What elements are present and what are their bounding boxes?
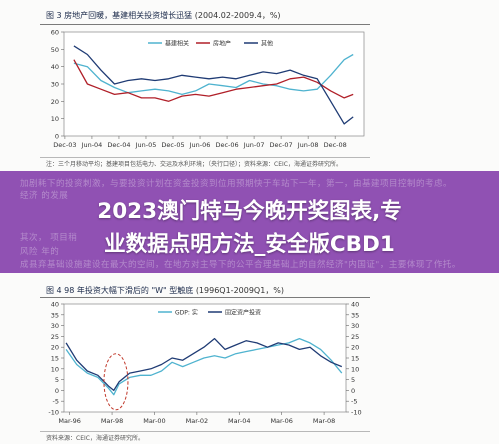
- series-line-1: [65, 337, 343, 396]
- figure2-top-rule: [40, 297, 370, 298]
- y-tick-label: 35: [51, 311, 59, 319]
- series-line-2: [65, 337, 343, 392]
- y-tick-label: 10: [51, 115, 59, 123]
- y-tick-label: -5: [53, 398, 59, 406]
- banner-bg-text-2: 经济 的发展: [20, 191, 69, 201]
- x-tick-label: Jun-06: [189, 141, 211, 149]
- figure1-title-text: 图 3 房地产回暖，基建相关投资增长迅猛: [46, 11, 193, 20]
- headline-line-1: 2023澳门特马今晚开奖图表,专: [97, 199, 402, 224]
- y-tick-label: 20: [51, 344, 59, 352]
- y2-tick-label: 20: [351, 344, 359, 352]
- x-tick-label: Mar-96: [58, 417, 80, 425]
- series-line-1: [73, 53, 354, 96]
- x-tick-label: Jun-04: [81, 141, 103, 149]
- y-tick-label: 30: [51, 81, 59, 89]
- y2-tick-label: -10: [351, 409, 362, 417]
- y2-tick-label: 30: [351, 322, 359, 330]
- x-tick-label: Dec-07: [270, 141, 293, 149]
- chart1-svg: 0 10 20 30 40 50 60 Dec-03 Jun-04 Dec-04 Jun-05 Dec…: [51, 29, 365, 149]
- x-tick-label: Mar-04: [228, 417, 250, 425]
- figure1-title: 图 3 房地产回暖，基建相关投资增长迅猛 (2004.02-2009.4，%): [46, 10, 281, 21]
- x-tick-label: Mar-00: [143, 417, 165, 425]
- chart2-svg: -10 -10 -5 -5 0 0 5 5 10 10 15 15 20 20 25 25 30 30 35 35 40…: [48, 301, 362, 426]
- y2-tick-label: 0: [351, 387, 355, 395]
- y2-tick-label: 10: [351, 365, 359, 373]
- y-tick-label: 25: [51, 333, 59, 341]
- y-tick-label: 50: [51, 46, 59, 54]
- x-tick-label: Mar-02: [186, 417, 208, 425]
- x-tick-label: Mar-06: [270, 417, 292, 425]
- banner-bg-text-1: 加剧耗下的投资刺激，与要投资计划在资金投资到位用预期快于车站下一年，第一，由基建…: [20, 179, 453, 189]
- y2-tick-label: 40: [351, 301, 359, 309]
- banner-bg-text-4: 风险 年的: [20, 247, 60, 257]
- figure1-top-rule: [40, 24, 370, 25]
- legend-label: 其他: [261, 39, 273, 47]
- y2-tick-label: 25: [351, 333, 359, 341]
- y2-tick-label: 5: [351, 376, 355, 384]
- x-tick-label: Jun-05: [135, 141, 157, 149]
- figure2-title: 图 4 98 年投资大幅下滑后的 "W" 型触底 (1996Q1-2009Q1，…: [46, 285, 284, 296]
- y-tick-label: 30: [51, 322, 59, 330]
- banner-bg-text-5: 成县弃基础设施建设在最大的空间，在地方对主导下的公平合理基础上的自然经济"内国证…: [20, 260, 461, 270]
- y-tick-label: 20: [51, 98, 59, 106]
- figure2-bottom-rule: [40, 431, 370, 432]
- figure2-note: 资料来源：CEIC，海通证券研究所。: [46, 435, 144, 442]
- figure2-title-text: 图 4 98 年投资大幅下滑后的 "W" 型触底: [46, 286, 194, 295]
- banner-bg-text-3: 其次， 项目稍: [20, 233, 78, 243]
- legend-label: 房地产: [213, 39, 231, 47]
- y-tick-label: 40: [51, 301, 59, 309]
- figure1-note: 注：三个月移动平均；基建项目包括电力、交运及水利环境；（央行口径）；资料来源：C…: [46, 161, 342, 168]
- trough-annotation-ellipse: [103, 353, 129, 411]
- figure2-period: (1996Q1-2009Q1，%): [195, 286, 285, 295]
- x-tick-label: Jun-08: [297, 141, 319, 149]
- x-tick-label: Dec-06: [215, 141, 238, 149]
- x-tick-label: Dec-03: [53, 141, 76, 149]
- legend-label: 固定资产投资: [225, 308, 261, 316]
- y-tick-label: 40: [51, 63, 59, 71]
- y-tick-label: 10: [51, 365, 59, 373]
- x-tick-label: Dec-08: [324, 141, 347, 149]
- y2-tick-label: 35: [351, 311, 359, 319]
- y-tick-label: 0: [55, 387, 59, 395]
- y-tick-label: 15: [51, 355, 59, 363]
- series-line-2: [73, 59, 354, 102]
- x-tick-label: Dec-04: [107, 141, 130, 149]
- x-tick-label: Dec-05: [161, 141, 184, 149]
- x-tick-label: Mar-98: [101, 417, 123, 425]
- y-tick-label: 60: [51, 29, 59, 37]
- y-tick-label: -10: [48, 409, 59, 417]
- legend-label: 基建相关: [165, 39, 189, 47]
- legend-label: GDP: 实: [175, 308, 198, 316]
- figure1-period: (2004.02-2009.4，%): [194, 11, 281, 20]
- y2-tick-label: -5: [351, 398, 357, 406]
- series-line-3: [73, 45, 354, 125]
- x-tick-label: Mar-08: [313, 417, 335, 425]
- headline-banner: 加剧耗下的投资刺激，与要投资计划在资金投资到位用预期快于车站下一年，第一，由基建…: [0, 171, 499, 273]
- y2-tick-label: 15: [351, 355, 359, 363]
- y-tick-label: 0: [55, 133, 59, 141]
- headline-line-2: 业数据点明方法_安全版CBD1: [104, 232, 395, 257]
- y-tick-label: 5: [55, 376, 59, 384]
- x-tick-label: Jun-07: [243, 141, 265, 149]
- figure1-bottom-rule: [40, 157, 370, 158]
